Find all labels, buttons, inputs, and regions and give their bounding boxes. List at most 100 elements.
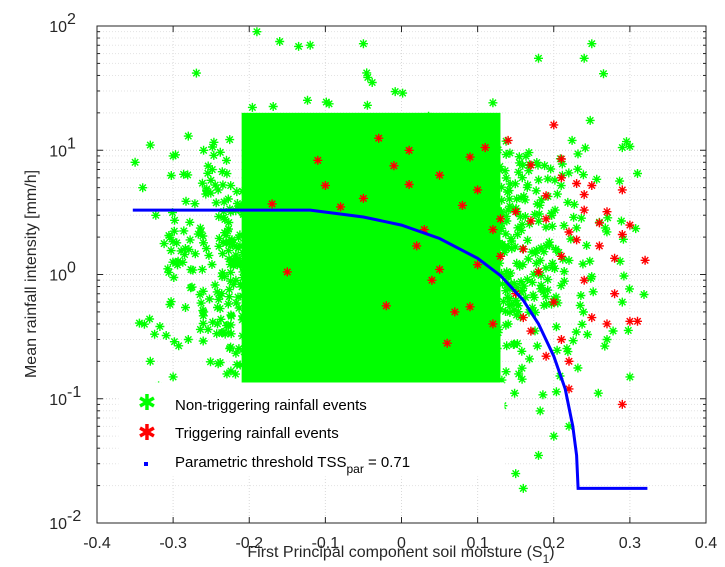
- non-triggering-point: [577, 319, 587, 329]
- non-triggering-point: [464, 187, 474, 197]
- non-triggering-point: [429, 287, 439, 297]
- non-triggering-point: [268, 217, 278, 226]
- non-triggering-point: [464, 238, 474, 248]
- triggering-point: [564, 384, 574, 394]
- non-triggering-point: [223, 320, 233, 330]
- non-triggering-point: [223, 194, 233, 204]
- non-triggering-point: [352, 269, 362, 279]
- non-triggering-point: [336, 122, 346, 132]
- non-triggering-point: [226, 267, 236, 277]
- non-triggering-point: [428, 244, 438, 254]
- triggering-point: [617, 399, 627, 409]
- non-triggering-point: [459, 294, 469, 304]
- non-triggering-point: [403, 198, 413, 208]
- non-triggering-point: [268, 232, 278, 242]
- non-triggering-point: [250, 155, 259, 165]
- non-triggering-point: [522, 275, 532, 284]
- non-triggering-point: [265, 343, 275, 353]
- non-triggering-point: [212, 287, 222, 297]
- x-tick-label: 0.2: [543, 535, 565, 552]
- non-triggering-point: [471, 213, 481, 223]
- non-triggering-point: [186, 265, 196, 275]
- x-axis-label: First Principal component soil moisture …: [247, 544, 554, 566]
- non-triggering-point: [269, 305, 279, 315]
- non-triggering-point: [315, 346, 325, 356]
- non-triggering-point: [466, 299, 476, 309]
- non-triggering-point: [198, 319, 208, 328]
- non-triggering-point: [415, 377, 425, 387]
- non-triggering-point: [263, 350, 273, 359]
- non-triggering-point: [359, 286, 369, 295]
- non-triggering-point: [473, 305, 483, 315]
- triggering-point: [465, 152, 475, 162]
- non-triggering-point: [373, 166, 383, 176]
- non-triggering-point: [234, 303, 244, 313]
- non-triggering-point: [224, 285, 234, 295]
- non-triggering-point: [232, 199, 242, 208]
- non-triggering-point: [203, 325, 213, 334]
- non-triggering-point: [150, 329, 160, 339]
- triggering-point: [617, 230, 627, 239]
- non-triggering-point: [315, 236, 325, 246]
- non-triggering-point: [353, 147, 363, 157]
- non-triggering-point: [185, 217, 195, 227]
- non-triggering-point: [274, 343, 284, 353]
- non-triggering-point: [243, 245, 253, 255]
- non-triggering-point: [288, 171, 298, 181]
- legend-marker-non-triggering: ✱: [138, 391, 156, 416]
- non-triggering-point: [396, 206, 406, 216]
- non-triggering-point: [308, 327, 318, 337]
- non-triggering-point: [350, 136, 360, 146]
- non-triggering-point: [460, 205, 470, 215]
- non-triggering-point: [253, 252, 263, 262]
- non-triggering-point: [341, 306, 351, 316]
- non-triggering-point: [495, 161, 505, 171]
- non-triggering-point: [224, 292, 234, 302]
- non-triggering-point: [466, 370, 475, 380]
- non-triggering-point: [463, 332, 473, 342]
- non-triggering-point: [552, 189, 562, 199]
- non-triggering-point: [283, 189, 293, 199]
- non-triggering-point: [525, 354, 534, 364]
- non-triggering-point: [412, 195, 422, 204]
- non-triggering-point: [445, 217, 455, 227]
- non-triggering-point: [485, 335, 495, 345]
- non-triggering-point: [269, 280, 279, 290]
- non-triggering-point: [515, 261, 525, 271]
- non-triggering-point: [333, 312, 343, 322]
- non-triggering-point: [345, 267, 355, 277]
- non-triggering-point: [532, 245, 541, 255]
- non-triggering-point: [523, 235, 533, 245]
- non-triggering-point: [513, 307, 523, 317]
- non-triggering-point: [350, 184, 360, 194]
- non-triggering-point: [470, 207, 480, 217]
- non-triggering-point: [398, 292, 408, 302]
- non-triggering-point: [231, 275, 241, 285]
- non-triggering-point: [458, 316, 468, 326]
- non-triggering-point: [275, 237, 285, 247]
- non-triggering-point: [309, 275, 319, 285]
- non-triggering-point: [337, 216, 347, 225]
- non-triggering-point: [533, 160, 543, 170]
- non-triggering-point: [435, 270, 445, 280]
- non-triggering-point: [340, 272, 350, 282]
- non-triggering-point: [342, 268, 352, 278]
- non-triggering-point: [407, 345, 417, 355]
- non-triggering-point: [292, 256, 301, 266]
- non-triggering-point: [452, 274, 462, 284]
- non-triggering-point: [300, 245, 310, 255]
- non-triggering-point: [410, 294, 420, 304]
- non-triggering-point: [534, 216, 544, 226]
- triggering-point: [587, 313, 597, 323]
- non-triggering-point: [255, 352, 265, 362]
- non-triggering-point: [302, 307, 312, 317]
- non-triggering-point: [571, 327, 581, 337]
- non-triggering-point: [368, 206, 378, 216]
- triggering-point: [556, 251, 566, 261]
- non-triggering-point: [224, 218, 234, 227]
- non-triggering-point: [450, 322, 460, 332]
- non-triggering-point: [559, 221, 569, 231]
- non-triggering-point: [388, 337, 398, 347]
- non-triggering-point: [488, 210, 498, 220]
- non-triggering-point: [168, 208, 177, 218]
